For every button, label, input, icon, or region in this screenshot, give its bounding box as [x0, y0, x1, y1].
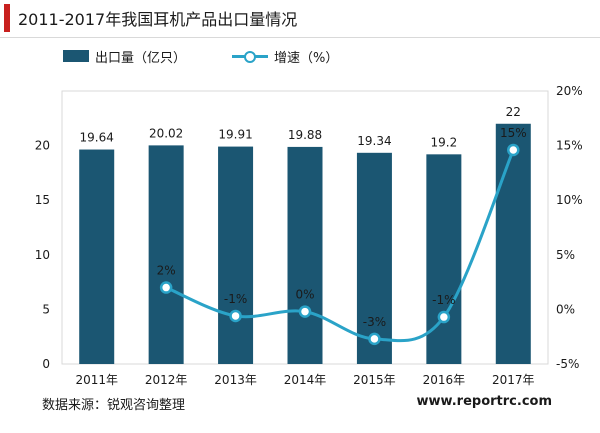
- x-tick-label: 2013年: [214, 373, 257, 387]
- legend: 出口量（亿只） 增速（%）: [0, 46, 600, 66]
- line-point: [298, 305, 312, 318]
- bar: [426, 154, 462, 364]
- line-data-label: -1%: [432, 293, 455, 307]
- chart-title: 2011-2017年我国耳机产品出口量情况: [18, 10, 298, 29]
- legend-line-label: 增速（%）: [274, 50, 339, 66]
- line-point: [368, 332, 381, 346]
- line-data-label: -3%: [363, 315, 386, 329]
- y-left-tick-label: 10: [35, 248, 50, 262]
- y-left-tick-label: 5: [42, 302, 50, 316]
- line-data-label: -1%: [224, 292, 247, 306]
- title-accent-bar: [4, 4, 10, 32]
- x-tick-label: 2012年: [145, 373, 188, 387]
- y-right-tick-label: 20%: [556, 84, 583, 98]
- y-right-tick-label: 15%: [556, 139, 583, 153]
- bar: [495, 123, 531, 364]
- x-tick-label: 2011年: [75, 373, 118, 387]
- x-tick-label: 2015年: [353, 373, 396, 387]
- bar-data-label: 19.2: [430, 135, 457, 149]
- y-left-tick-label: 15: [35, 193, 50, 207]
- legend-item-bar: 出口量（亿只）: [63, 46, 186, 66]
- line-point: [437, 310, 451, 324]
- line-point: [229, 309, 242, 323]
- bar: [218, 146, 254, 364]
- watermark: www.reportrc.com: [416, 394, 552, 409]
- bar-data-label: 19.88: [288, 128, 322, 142]
- bar: [148, 145, 184, 364]
- line-point: [159, 281, 173, 294]
- x-tick-label: 2017年: [492, 373, 535, 387]
- line-data-label: 15%: [500, 126, 527, 140]
- line-data-label: 2%: [157, 264, 176, 278]
- line-data-label: 0%: [295, 288, 314, 302]
- y-right-tick-label: 10%: [556, 193, 583, 207]
- legend-line-swatch: [232, 49, 268, 63]
- bar-data-label: 22: [506, 105, 521, 119]
- y-right-tick-label: -5%: [556, 357, 579, 371]
- bar-data-label: 19.34: [357, 134, 391, 148]
- y-left-tick-label: 0: [42, 357, 50, 371]
- title-divider: [0, 37, 600, 38]
- bar: [79, 149, 115, 364]
- bar-data-label: 20.02: [149, 126, 183, 140]
- bar: [356, 152, 392, 364]
- x-tick-label: 2014年: [284, 373, 327, 387]
- bar-data-label: 19.64: [80, 131, 114, 145]
- source-note: 数据来源：锐观咨询整理: [42, 398, 186, 413]
- title-bar: 2011-2017年我国耳机产品出口量情况: [0, 0, 600, 36]
- line-point: [507, 143, 520, 157]
- legend-item-line: 增速（%）: [232, 46, 338, 66]
- y-left-tick-label: 20: [35, 139, 50, 153]
- y-right-tick-label: 0%: [556, 302, 575, 316]
- bar-data-label: 19.91: [218, 128, 252, 142]
- y-right-tick-label: 5%: [556, 248, 575, 262]
- x-tick-label: 2016年: [423, 373, 466, 387]
- legend-bar-swatch: [63, 50, 89, 62]
- bar: [287, 146, 323, 364]
- legend-bar-label: 出口量（亿只）: [95, 50, 187, 66]
